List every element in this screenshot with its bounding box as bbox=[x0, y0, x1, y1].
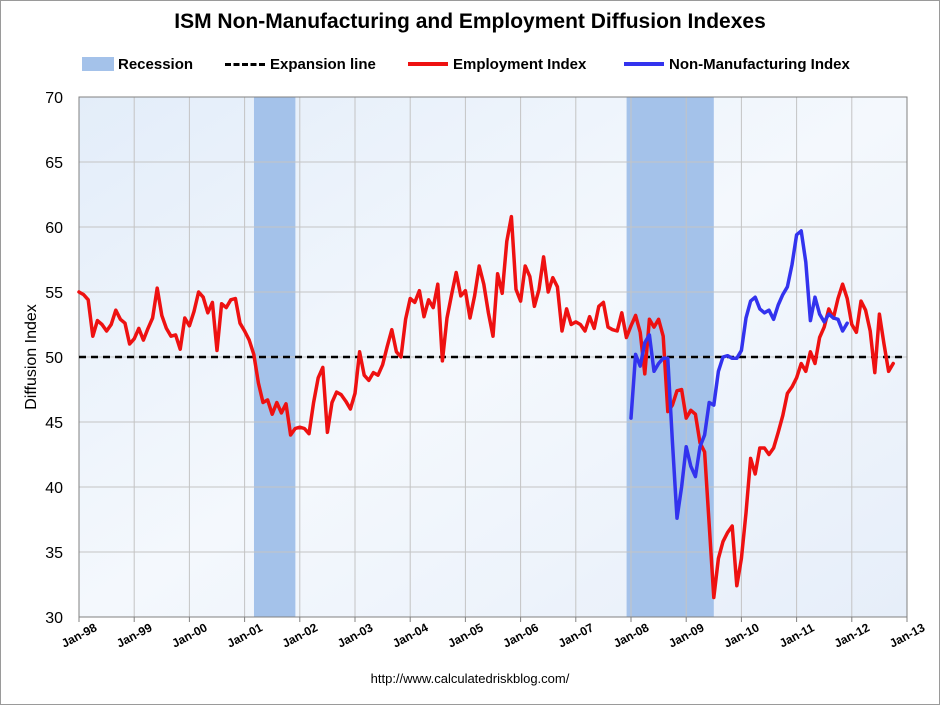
y-tick-label-45: 45 bbox=[45, 415, 63, 432]
x-tick-label-Jan-00: Jan-00 bbox=[169, 620, 209, 650]
x-tick-label-Jan-03: Jan-03 bbox=[335, 620, 375, 650]
y-tick-label-35: 35 bbox=[45, 545, 63, 562]
source-url: http://www.calculatedriskblog.com/ bbox=[370, 671, 570, 686]
y-tick-label-30: 30 bbox=[45, 610, 63, 627]
x-tick-label-Jan-99: Jan-99 bbox=[114, 620, 154, 650]
x-tick-label-Jan-11: Jan-11 bbox=[777, 620, 817, 650]
series-line-non-manufacturing-index bbox=[629, 229, 849, 520]
legend-label-non-manufacturing-index: Non-Manufacturing Index bbox=[669, 55, 850, 73]
legend-item-recession: Recession bbox=[82, 53, 193, 75]
legend-label-expansion-line: Expansion line bbox=[270, 55, 376, 73]
y-tick-label-40: 40 bbox=[45, 480, 63, 497]
legend-item-employment-index: Employment Index bbox=[408, 53, 586, 75]
x-tick-label-Jan-02: Jan-02 bbox=[280, 620, 320, 650]
legend: Recession Expansion line Employment Inde… bbox=[0, 53, 940, 75]
x-tick-label-Jan-07: Jan-07 bbox=[556, 620, 596, 650]
legend-label-employment-index: Employment Index bbox=[453, 55, 587, 73]
y-tick-label-55: 55 bbox=[45, 285, 63, 302]
y-tick-label-70: 70 bbox=[45, 90, 63, 107]
x-tick-label-Jan-05: Jan-05 bbox=[445, 620, 485, 650]
y-tick-label-60: 60 bbox=[45, 220, 63, 237]
x-tick-label-Jan-10: Jan-10 bbox=[721, 620, 761, 650]
x-tick-label-Jan-98: Jan-98 bbox=[59, 620, 99, 650]
legend-swatch-employment-index bbox=[408, 62, 448, 66]
chart-title: ISM Non-Manufacturing and Employment Dif… bbox=[174, 10, 766, 33]
legend-swatch-non-manufacturing-index bbox=[624, 62, 664, 66]
legend-item-non-manufacturing-index: Non-Manufacturing Index bbox=[624, 53, 850, 75]
legend-label-recession: Recession bbox=[118, 55, 194, 73]
x-tick-label-Jan-08: Jan-08 bbox=[611, 620, 651, 650]
legend-item-expansion-line: Expansion line bbox=[225, 53, 376, 75]
x-tick-label-Jan-04: Jan-04 bbox=[390, 620, 430, 650]
y-axis-label: Diffusion Index bbox=[23, 304, 40, 410]
legend-swatch-recession bbox=[82, 57, 114, 71]
x-tick-label-Jan-09: Jan-09 bbox=[666, 620, 706, 650]
x-tick-label-Jan-13: Jan-13 bbox=[887, 620, 927, 650]
x-tick-label-Jan-06: Jan-06 bbox=[501, 620, 541, 650]
x-tick-label-Jan-01: Jan-01 bbox=[225, 620, 265, 650]
series-line-employment-index bbox=[77, 214, 895, 600]
y-tick-label-50: 50 bbox=[45, 350, 63, 367]
x-tick-label-Jan-12: Jan-12 bbox=[832, 620, 872, 650]
legend-swatch-expansion-line bbox=[225, 62, 265, 66]
y-tick-label-65: 65 bbox=[45, 155, 63, 172]
